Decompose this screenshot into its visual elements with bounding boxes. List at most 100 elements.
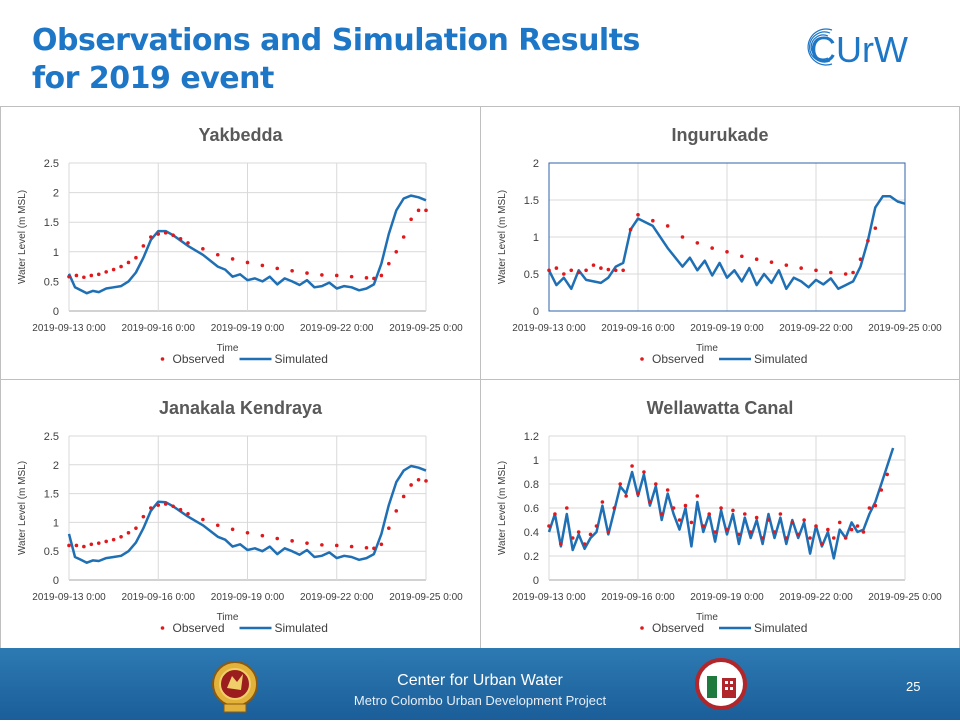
observed-point bbox=[713, 530, 717, 534]
x-tick-label: 2019-09-16 0:00 bbox=[601, 592, 675, 603]
observed-point bbox=[707, 512, 711, 516]
observed-point bbox=[606, 530, 611, 534]
observed-point bbox=[832, 536, 836, 540]
observed-point bbox=[215, 523, 220, 528]
observed-point bbox=[320, 543, 324, 547]
observed-point bbox=[760, 536, 765, 540]
observed-point bbox=[740, 254, 744, 259]
observed-point bbox=[275, 536, 280, 541]
slide-title: Observations and Simulation Results for … bbox=[32, 22, 640, 98]
observed-point bbox=[349, 544, 354, 549]
chart-panel-wellawatta-canal: Wellawatta Canal 0 0.2 0.4 0.6 0.8 1 1.2 2019-09… bbox=[480, 379, 960, 649]
observed-point bbox=[737, 532, 741, 537]
series-line-simulated bbox=[547, 195, 906, 291]
footer-project-name: Metro Colombo Urban Development Project bbox=[353, 693, 607, 708]
observed-point bbox=[606, 267, 611, 272]
x-tick-label: 2019-09-25 0:00 bbox=[868, 592, 942, 603]
observed-point bbox=[89, 542, 94, 547]
series-line-simulated bbox=[67, 464, 427, 564]
x-axis-label: Time bbox=[696, 343, 718, 354]
observed-point bbox=[163, 231, 168, 235]
observed-point bbox=[784, 536, 789, 540]
observed-point bbox=[379, 542, 384, 547]
observed-point bbox=[364, 276, 369, 280]
observed-point bbox=[772, 530, 777, 534]
observed-point bbox=[843, 272, 848, 276]
observed-point bbox=[766, 518, 771, 522]
observed-point bbox=[621, 268, 625, 273]
observed-point bbox=[372, 276, 376, 281]
observed-point bbox=[230, 527, 235, 532]
x-tick-label: 2019-09-13 0:00 bbox=[32, 323, 106, 334]
observed-point bbox=[829, 270, 833, 275]
observed-point bbox=[394, 509, 399, 513]
y-tick-label: 1.5 bbox=[44, 217, 59, 229]
observed-point bbox=[178, 507, 183, 512]
observed-point bbox=[67, 274, 71, 279]
observed-point bbox=[837, 520, 842, 525]
y-tick-label: 0.2 bbox=[524, 551, 539, 563]
observed-point bbox=[769, 260, 774, 264]
y-tick-label: 1 bbox=[53, 247, 59, 259]
x-axis-label: Time bbox=[696, 612, 718, 623]
observed-point bbox=[754, 257, 759, 261]
observed-point bbox=[599, 266, 603, 270]
observed-point bbox=[111, 537, 116, 542]
observed-point bbox=[156, 503, 161, 507]
y-tick-label: 1 bbox=[53, 517, 59, 529]
observed-point bbox=[710, 246, 714, 250]
y-tick-label: 0.6 bbox=[524, 503, 539, 515]
observed-point bbox=[719, 506, 723, 510]
x-tick-label: 2019-09-22 0:00 bbox=[300, 323, 374, 334]
y-tick-label: 1.2 bbox=[524, 431, 539, 443]
y-tick-label: 2 bbox=[53, 188, 59, 200]
observed-point bbox=[814, 524, 818, 528]
observed-point bbox=[409, 483, 413, 487]
observed-point bbox=[695, 241, 700, 245]
observed-point bbox=[104, 270, 108, 274]
observed-point bbox=[636, 491, 640, 496]
observed-point bbox=[290, 539, 294, 543]
observed-point bbox=[885, 472, 889, 477]
chart-panel-ingurukade: Ingurukade 0 0.5 1 1.5 2 2019-09-13 0:00 2019-0… bbox=[480, 106, 960, 380]
curw-logo-text: CUrW bbox=[810, 29, 908, 70]
footer-bar: Center for Urban Water Metro Colombo Urb… bbox=[0, 648, 960, 720]
y-tick-label: 0.5 bbox=[524, 269, 539, 281]
observed-point bbox=[424, 479, 428, 483]
observed-point bbox=[576, 270, 581, 275]
x-tick-label: 2019-09-19 0:00 bbox=[211, 592, 285, 603]
observed-point bbox=[141, 244, 146, 248]
observed-point bbox=[748, 530, 753, 534]
observed-point bbox=[849, 527, 854, 532]
x-tick-label: 2019-09-25 0:00 bbox=[389, 323, 463, 334]
observed-point bbox=[186, 511, 190, 516]
y-axis-label: Water Level (m MSL) bbox=[497, 461, 508, 555]
y-tick-label: 0.4 bbox=[524, 527, 539, 539]
observed-point bbox=[424, 208, 428, 213]
observed-point bbox=[171, 233, 175, 238]
legend-observed-marker bbox=[160, 626, 165, 630]
page-number: 25 bbox=[906, 679, 921, 694]
observed-point bbox=[387, 261, 391, 266]
plot-area-border bbox=[548, 162, 906, 312]
observed-point bbox=[677, 518, 682, 522]
y-tick-label: 0.8 bbox=[524, 479, 539, 491]
observed-point bbox=[814, 268, 818, 273]
observed-point bbox=[416, 208, 421, 213]
legend-simulated-label: Simulated bbox=[754, 621, 807, 635]
observed-point bbox=[149, 506, 153, 510]
observed-point bbox=[379, 273, 384, 278]
observed-point bbox=[178, 236, 183, 241]
observed-point bbox=[334, 543, 339, 548]
observed-point bbox=[290, 268, 294, 273]
observed-point bbox=[554, 266, 559, 270]
legend-simulated-label: Simulated bbox=[275, 352, 328, 366]
legend-observed-marker bbox=[160, 357, 165, 361]
observed-point bbox=[553, 512, 557, 516]
observed-point bbox=[628, 227, 633, 232]
observed-point bbox=[866, 238, 870, 243]
observed-point bbox=[618, 482, 622, 486]
slide-title-line2: for 2019 event bbox=[32, 61, 274, 96]
observed-point bbox=[82, 275, 86, 280]
observed-point bbox=[74, 273, 79, 278]
